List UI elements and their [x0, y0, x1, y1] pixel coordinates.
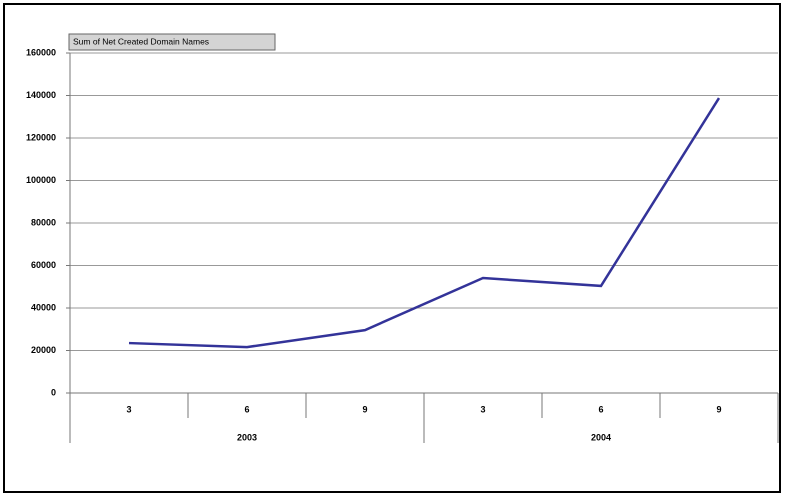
legend-button: [68, 33, 276, 51]
chart-border: [3, 3, 781, 493]
x-tick-label: 6: [244, 404, 249, 414]
y-tick-label: 60000: [31, 260, 56, 270]
y-tick-label: 20000: [31, 345, 56, 355]
line-series: [128, 97, 721, 349]
y-tick-label: 100000: [26, 175, 56, 185]
y-tick-label: 160000: [26, 47, 56, 57]
y-tick-label: 140000: [26, 90, 56, 100]
y-tick-label: 80000: [31, 217, 56, 227]
group-label: 2003: [237, 432, 257, 442]
x-tick-label: 3: [126, 404, 131, 414]
x-tick-label: 6: [598, 404, 603, 414]
y-tick-label: 40000: [31, 302, 56, 312]
x-tick-label: 9: [362, 404, 367, 414]
x-tick-label: 3: [480, 404, 485, 414]
legend-label: Sum of Net Created Domain Names: [73, 36, 209, 46]
x-tick-label: 9: [716, 404, 721, 414]
group-label: 2004: [591, 432, 611, 442]
y-tick-label: 0: [51, 387, 56, 397]
y-tick-label: 120000: [26, 132, 56, 142]
